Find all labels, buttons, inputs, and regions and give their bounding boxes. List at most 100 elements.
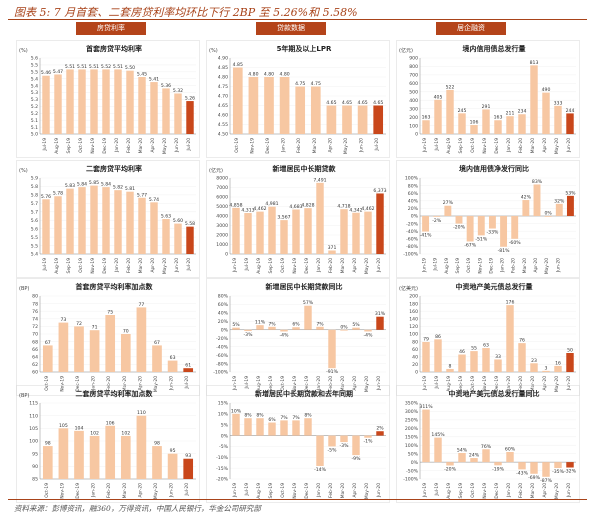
bar (232, 327, 240, 330)
x-tick-label: Feb-20 (106, 483, 112, 498)
chart-8: 新增居民中长期贷款同比 -100% -80% -60% -40% -20% 0% 20% 40%… (206, 278, 390, 396)
data-label: 5.32 (173, 88, 183, 94)
bar (530, 462, 538, 474)
data-label: 2% (376, 426, 384, 432)
x-tick-label: Dec-19 (102, 138, 108, 154)
bar (482, 348, 490, 372)
y-tick-label: 500 (409, 89, 418, 95)
bar (422, 120, 430, 134)
bar (340, 329, 348, 331)
x-tick-label: Dec-19 (304, 483, 310, 499)
bar (566, 113, 574, 134)
bar (310, 86, 321, 134)
x-tick-label: Nov-19 (90, 258, 96, 274)
data-label: 5.76 (41, 194, 51, 200)
bar (256, 418, 264, 436)
bar (364, 211, 372, 254)
data-label: 73 (60, 317, 66, 323)
bar (150, 82, 158, 134)
data-label: 5.58 (185, 221, 195, 227)
chart-svg: 新增居民中长期贷款 (亿元) 0 1000 2000 3000 4000 5000 6000 70… (206, 160, 390, 278)
x-tick-label: Jan-20 (506, 376, 512, 391)
data-label: 86 (435, 334, 441, 340)
chart-svg: 首套房贷平均利率加点数(BP)6062646668707274767880677… (16, 278, 200, 396)
data-label: 61 (185, 363, 191, 369)
x-tick-label: Feb-20 (126, 258, 132, 273)
data-label: 106 (470, 120, 479, 126)
bar (566, 462, 574, 468)
y-tick-label: -20% (216, 477, 229, 483)
data-label: 63 (170, 355, 176, 361)
bar (458, 354, 466, 372)
bar (268, 326, 276, 330)
data-label: -4% (280, 332, 290, 338)
x-tick-label: Dec-19 (102, 258, 108, 274)
data-label: 5.52 (101, 64, 111, 70)
x-tick-label: Nov-19 (292, 258, 298, 274)
y-tick-label: 8000 (216, 176, 228, 182)
x-tick-label: Oct-19 (466, 258, 472, 273)
x-tick-label: Mar-20 (340, 376, 346, 391)
x-tick-label: May-20 (153, 483, 159, 499)
x-tick-label: Jul-19 (434, 376, 440, 390)
x-tick-label: May-20 (162, 258, 168, 274)
data-label: 53% (565, 190, 576, 196)
chart-1: 首套房贷平均利率 (%) 5.0 5.1 5.1 5.2 5.2 5.3 5.3 5.4 5.4 5.… (16, 40, 200, 158)
data-label: 5.36 (161, 83, 171, 89)
y-tick-label: 350% (405, 401, 419, 407)
y-tick-label: 7000 (216, 185, 228, 191)
x-tick-label: Mar-20 (340, 258, 346, 273)
bar (174, 93, 182, 134)
bar (352, 435, 360, 456)
bar (566, 353, 574, 372)
bar (522, 200, 530, 216)
bar (280, 420, 288, 436)
bar (328, 250, 336, 254)
x-tick-label: Jul-20 (184, 483, 190, 497)
y-tick-label: 60% (218, 302, 229, 308)
x-tick-label: Mar-20 (530, 376, 536, 391)
x-tick-label: Sep-19 (268, 483, 274, 499)
x-tick-label: Apr-20 (137, 483, 143, 498)
data-label: 104 (75, 425, 84, 431)
bar (90, 69, 98, 134)
data-label: 163 (494, 115, 503, 121)
bar (174, 223, 182, 254)
y-tick-label: 62 (32, 362, 38, 368)
bar (342, 105, 352, 134)
y-tick-label: -15% (216, 466, 229, 472)
data-label: 6% (268, 417, 276, 423)
y-tick-label: -60% (406, 237, 419, 243)
y-tick-label: -40% (406, 229, 419, 235)
x-tick-label: Jan-20 (316, 376, 322, 391)
y-tick-label: 600 (409, 81, 418, 87)
y-tick-label: 76 (32, 309, 38, 315)
y-tick-label: 4000 (216, 214, 228, 220)
chart-title: 5年期及以上LPR (277, 44, 332, 53)
x-tick-label: Oct-19 (280, 376, 286, 391)
bar (78, 69, 86, 134)
x-tick-label: Sep-19 (455, 258, 461, 274)
x-tick-label: May-20 (364, 376, 370, 392)
data-label: 98 (154, 441, 160, 447)
data-label: 79 (423, 336, 429, 342)
bar (183, 368, 194, 372)
bar (470, 351, 478, 372)
bar (316, 182, 324, 254)
data-label: 5.51 (89, 64, 99, 70)
x-tick-label: Oct-19 (44, 376, 50, 391)
data-label: 83% (532, 179, 543, 185)
x-tick-label: Dec-19 (304, 376, 310, 392)
y-tick-label: 80% (218, 294, 229, 300)
bar (186, 101, 194, 134)
bar (555, 203, 563, 216)
data-label: 6% (292, 322, 300, 328)
chart-unit: (亿元) (209, 167, 223, 174)
x-tick-label: Jun-20 (555, 258, 561, 273)
x-tick-label: Jul-20 (186, 258, 192, 272)
data-label: 93 (185, 453, 191, 459)
x-tick-label: Jun-19 (422, 376, 428, 391)
data-label: 70 (123, 329, 129, 335)
x-tick-label: Dec-19 (494, 138, 500, 154)
chart-svg: 新增居民中长期贷款同比 -100% -80% -60% -40% -20% 0% 20% 40%… (206, 278, 390, 396)
